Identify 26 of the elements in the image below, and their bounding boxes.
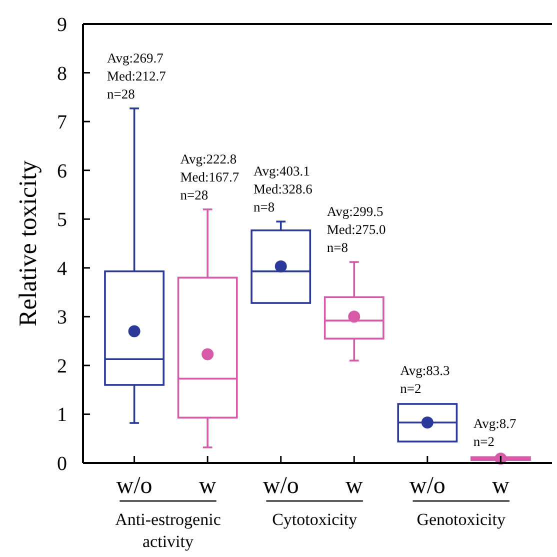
x-tick-label: w bbox=[492, 473, 510, 499]
text: Anti-estrogenic activity bbox=[115, 510, 222, 551]
y-tick-label: 9 bbox=[57, 14, 67, 36]
annotation: Avg:299.5 Med:275.0 n=8 bbox=[326, 204, 386, 256]
x-tick-label: w bbox=[198, 473, 217, 499]
y-tick-label: 2 bbox=[57, 355, 67, 378]
y-tick-label: 3 bbox=[57, 306, 67, 329]
annotation: Avg:222.8 Med:167.7 n=28 bbox=[180, 151, 240, 202]
y-tick-label: 6 bbox=[57, 160, 67, 182]
y-tick-label: 8 bbox=[57, 62, 67, 85]
annotation: Avg:83.3 n=2 bbox=[400, 362, 450, 396]
annotation: Avg:403.1 Med:328.6 n=8 bbox=[254, 164, 313, 215]
y-tick-label: 5 bbox=[57, 209, 67, 232]
y-tick-label: 4 bbox=[57, 258, 67, 280]
y-tick-label: 7 bbox=[57, 112, 67, 134]
x-tick-label: w/o bbox=[116, 473, 152, 499]
text: Cytotoxicity bbox=[272, 510, 358, 529]
x-tick-label: w/o bbox=[409, 473, 446, 499]
annotation: Avg:269.7 Med:212.7 n=28 bbox=[106, 50, 166, 102]
x-tick-label: w/o bbox=[262, 473, 299, 499]
y-tick-label: 0 bbox=[57, 453, 67, 475]
x-tick-label: w bbox=[345, 473, 364, 499]
annotation: Avg:8.7 n=2 bbox=[473, 416, 517, 450]
text: Genotoxicity bbox=[416, 510, 506, 529]
y-tick-label: 1 bbox=[57, 404, 67, 426]
y-axis-title: Relative toxicity bbox=[15, 160, 42, 326]
